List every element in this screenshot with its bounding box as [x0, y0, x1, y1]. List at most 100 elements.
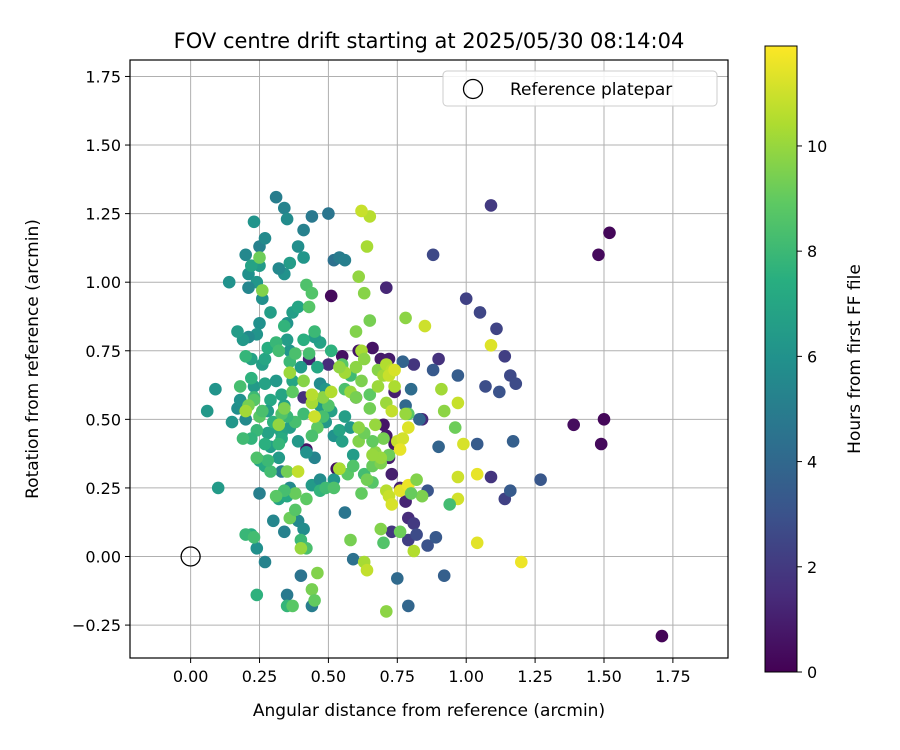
colorbar-tick-label: 8	[807, 242, 817, 261]
chart-title: FOV centre drift starting at 2025/05/30 …	[174, 29, 685, 53]
reference-marker-group	[180, 546, 201, 567]
data-point	[399, 407, 412, 421]
data-point	[443, 498, 457, 511]
data-point	[388, 363, 401, 377]
data-point	[253, 317, 266, 330]
data-point	[289, 503, 302, 517]
data-point	[291, 435, 305, 448]
data-point	[250, 451, 264, 465]
data-point	[594, 437, 608, 451]
data-point	[377, 536, 390, 550]
data-point	[457, 437, 470, 451]
legend-marker-circle	[462, 78, 484, 100]
data-point	[261, 454, 275, 467]
data-point	[349, 391, 363, 404]
data-point	[473, 306, 487, 319]
plot-area-frame	[129, 59, 729, 659]
data-point	[269, 190, 283, 204]
data-point	[245, 259, 258, 273]
data-point	[258, 232, 272, 245]
data-point	[272, 262, 286, 275]
data-point	[355, 204, 368, 218]
data-point	[437, 404, 451, 418]
data-point	[305, 388, 319, 402]
data-point	[209, 382, 222, 396]
data-point	[245, 371, 258, 385]
colorbar-tick-label: 4	[807, 453, 817, 472]
data-point	[407, 517, 421, 530]
data-point	[258, 352, 272, 366]
data-point	[421, 539, 434, 552]
data-point	[283, 366, 297, 380]
data-point	[300, 446, 313, 459]
y-tick-label: 1.25	[85, 205, 121, 224]
data-point	[297, 333, 310, 347]
data-point	[322, 207, 335, 220]
data-point	[258, 377, 272, 391]
x-tick-label: 1.75	[655, 667, 691, 686]
data-point	[291, 240, 305, 253]
data-point	[346, 459, 360, 473]
data-point	[429, 531, 443, 544]
colorbar: 0 2 4 6 8 10 Hours from first FF file	[764, 45, 865, 682]
x-tick-label: 0.75	[379, 667, 415, 686]
y-tick-label: 1.75	[85, 67, 121, 86]
data-point	[333, 360, 346, 374]
data-point	[247, 531, 261, 544]
data-point	[333, 424, 346, 437]
data-point	[258, 555, 272, 569]
colorbar-tick-label: 2	[807, 558, 817, 577]
colorbar-gradient	[764, 45, 798, 673]
data-point	[269, 489, 283, 503]
data-point	[327, 481, 341, 495]
data-point	[280, 212, 294, 226]
data-point	[338, 253, 352, 267]
y-tick-label: −0.25	[72, 616, 121, 635]
data-point	[655, 629, 669, 643]
data-point	[385, 498, 399, 511]
data-point	[272, 437, 286, 451]
data-point	[272, 418, 286, 432]
data-point	[366, 448, 379, 462]
x-axis-ticks: 0.00 0.25 0.50 0.75 1.00 1.25 1.50 1.75	[173, 658, 691, 686]
y-tick-label: 0.50	[85, 410, 121, 429]
data-point	[567, 418, 580, 432]
data-point	[432, 352, 445, 366]
data-point	[451, 369, 465, 382]
data-point	[385, 467, 399, 481]
x-tick-label: 0.25	[242, 667, 278, 686]
data-point	[302, 347, 316, 360]
data-point	[239, 404, 252, 418]
data-point	[338, 410, 352, 423]
data-point	[308, 325, 321, 338]
y-tick-label: 0.00	[85, 548, 121, 567]
data-point	[374, 522, 388, 536]
data-point	[380, 281, 393, 295]
data-point	[324, 344, 338, 358]
data-point	[264, 465, 277, 478]
data-point	[264, 393, 277, 407]
data-point	[597, 413, 611, 426]
data-point	[242, 281, 255, 295]
data-point	[399, 311, 412, 325]
data-point	[311, 566, 324, 580]
data-point	[222, 275, 236, 289]
data-point	[490, 322, 503, 336]
data-point	[484, 470, 498, 484]
data-point	[484, 339, 498, 352]
colorbar-tick-label: 0	[807, 663, 817, 682]
data-point	[470, 437, 484, 451]
data-point	[272, 451, 286, 465]
data-point	[355, 487, 368, 500]
data-point	[498, 350, 512, 363]
data-point	[435, 382, 448, 396]
data-point	[297, 407, 310, 421]
data-point	[324, 289, 338, 303]
data-point	[407, 358, 421, 371]
data-point	[272, 344, 286, 358]
data-point	[308, 594, 321, 607]
data-point	[352, 421, 366, 434]
data-point	[231, 325, 244, 338]
data-point	[297, 374, 310, 388]
reference-platepar-marker	[180, 546, 201, 567]
